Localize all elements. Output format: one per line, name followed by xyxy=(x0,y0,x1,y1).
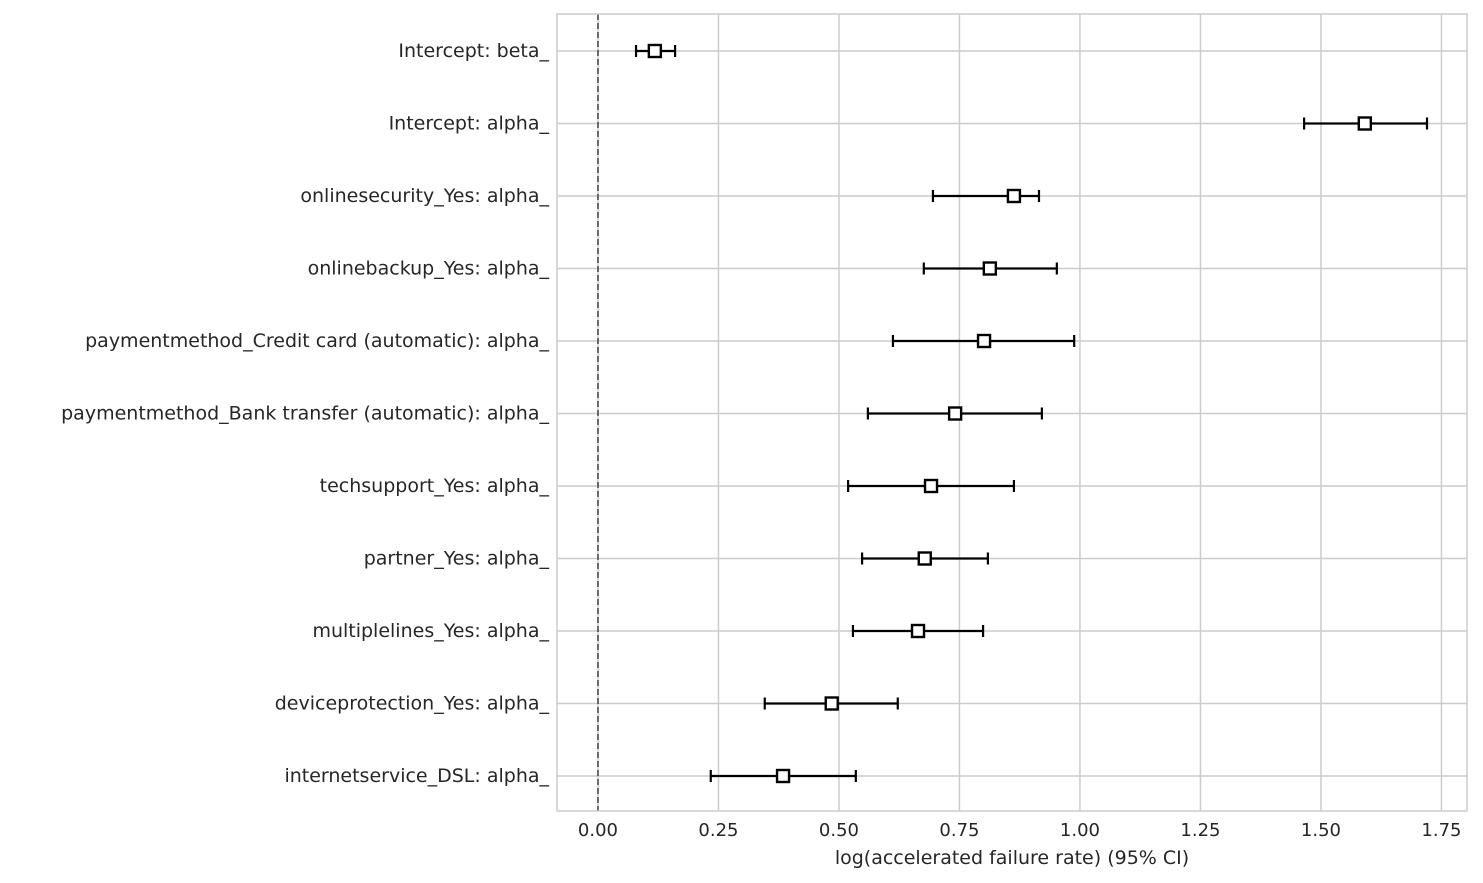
coef-marker xyxy=(1357,116,1373,131)
x-tick-label: 1.00 xyxy=(1060,820,1100,841)
coef-marker xyxy=(824,696,839,711)
coef-marker xyxy=(917,551,932,566)
coef-marker xyxy=(910,623,926,639)
x-axis-label: log(accelerated failure rate) (95% CI) xyxy=(835,847,1189,869)
y-tick-label: partner_Yes: alpha_ xyxy=(364,548,550,570)
y-tick-label: Intercept: alpha_ xyxy=(389,113,550,135)
y-tick-label: internetservice_DSL: alpha_ xyxy=(284,765,549,787)
coef-marker xyxy=(647,43,663,59)
x-tick-label: 1.25 xyxy=(1180,820,1220,841)
y-tick-label: onlinesecurity_Yes: alpha_ xyxy=(300,185,549,207)
coef-marker xyxy=(1006,188,1022,204)
x-tick-label: 1.50 xyxy=(1301,820,1341,841)
y-tick-label: paymentmethod_Bank transfer (automatic):… xyxy=(61,403,549,425)
y-tick-label: Intercept: beta_ xyxy=(398,40,549,62)
coef-marker xyxy=(947,406,963,421)
x-tick-label: 0.00 xyxy=(578,820,618,841)
x-tick-label: 0.75 xyxy=(939,820,979,841)
coef-marker xyxy=(923,478,939,494)
x-tick-label: 0.25 xyxy=(698,820,738,841)
plot-frame xyxy=(556,13,1468,812)
coef-marker xyxy=(976,333,992,349)
coef-marker xyxy=(982,261,998,276)
coef-marker xyxy=(775,768,791,784)
y-tick-label: paymentmethod_Credit card (automatic): a… xyxy=(85,330,549,352)
x-tick-label: 0.50 xyxy=(819,820,859,841)
y-tick-label: techsupport_Yes: alpha_ xyxy=(320,475,550,497)
y-tick-label: onlinebackup_Yes: alpha_ xyxy=(308,258,550,280)
y-tick-labels: Intercept: beta_ Intercept: alpha_onlines… xyxy=(61,40,549,787)
x-tick-labels: 0.00 0.25 0.50 0.75 1.00 1.25 1.50 1.75 xyxy=(578,820,1462,841)
x-tick-label: 1.75 xyxy=(1421,820,1461,841)
y-tick-label: multiplelines_Yes: alpha_ xyxy=(312,620,549,642)
marks xyxy=(634,43,1429,784)
y-tick-label: deviceprotection_Yes: alpha_ xyxy=(275,693,550,715)
